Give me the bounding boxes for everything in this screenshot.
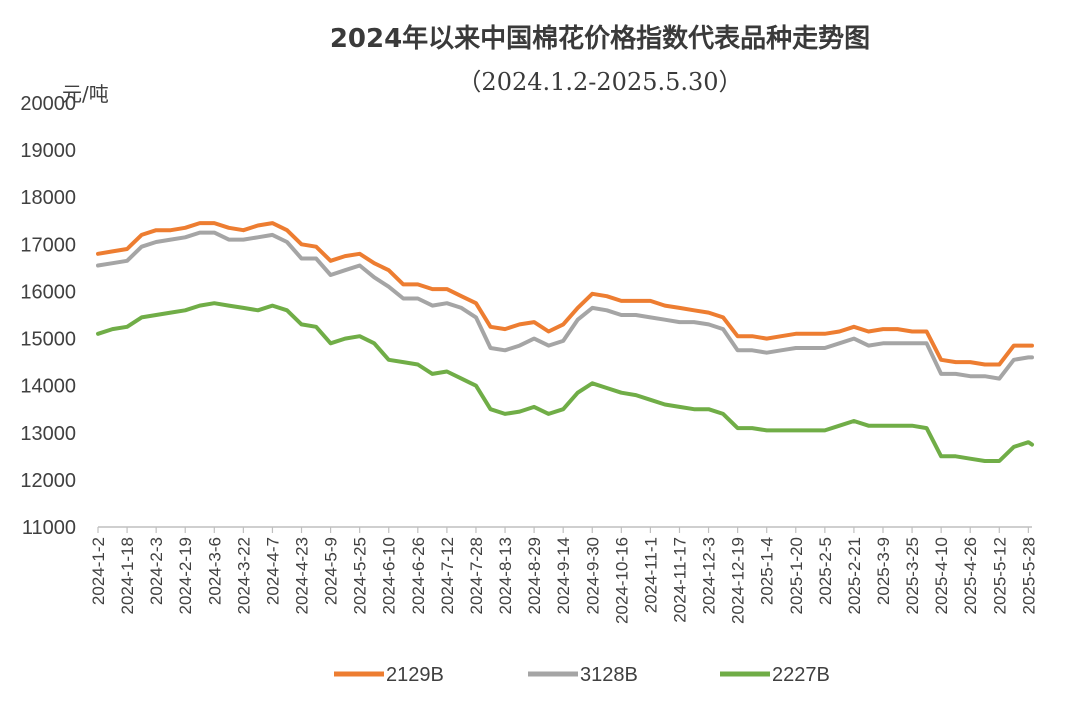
- y-tick-label: 13000: [20, 423, 76, 445]
- x-tick-label: 2024-4-23: [293, 537, 312, 615]
- x-tick-label: 2024-12-3: [700, 537, 719, 615]
- x-tick-label: 2024-1-18: [118, 537, 137, 615]
- y-tick-label: 17000: [20, 234, 76, 256]
- legend-label-2129B: 2129B: [386, 664, 444, 686]
- x-tick-label: 2025-3-9: [874, 537, 893, 605]
- legend-label-3128B: 3128B: [580, 664, 638, 686]
- x-tick-label: 2024-7-12: [438, 537, 457, 615]
- chart-subtitle: （2024.1.2-2025.5.30）: [457, 68, 743, 96]
- series-line-3128B: [96, 230, 1034, 381]
- series-line-2129B: [96, 221, 1034, 367]
- x-tick-label: 2024-9-14: [554, 537, 573, 615]
- x-tick-label: 2025-5-28: [1019, 537, 1038, 615]
- y-tick-label: 20000: [20, 93, 76, 115]
- x-tick-label: 2024-11-17: [670, 537, 689, 623]
- x-tick-label: 2024-8-13: [496, 537, 515, 615]
- y-tick-label: 14000: [20, 376, 76, 398]
- y-tick-label: 16000: [20, 281, 76, 303]
- x-tick-label: 2024-9-30: [583, 537, 602, 615]
- y-tick-label: 19000: [20, 140, 76, 162]
- y-tick-label: 18000: [20, 187, 76, 209]
- x-tick-label: 2024-5-25: [351, 537, 370, 615]
- x-tick-label: 2025-2-21: [845, 537, 864, 615]
- x-tick-label: 2024-12-19: [729, 537, 748, 624]
- x-tick-label: 2024-3-6: [205, 537, 224, 605]
- x-tick-label: 2024-10-16: [612, 537, 631, 624]
- x-tick-label: 2024-8-29: [525, 537, 544, 615]
- x-tick-label: 2024-2-3: [147, 537, 166, 605]
- x-tick-label: 2024-11-1: [641, 537, 660, 613]
- y-tick-label: 12000: [20, 470, 76, 492]
- x-tick-label: 2025-3-25: [903, 537, 922, 615]
- x-tick-label: 2025-4-26: [961, 537, 980, 615]
- x-tick-label: 2025-1-20: [787, 537, 806, 615]
- x-tick-label: 2025-2-5: [816, 537, 835, 605]
- x-tick-label: 2024-6-10: [380, 537, 399, 615]
- y-tick-label: 11000: [22, 517, 76, 539]
- x-tick-label: 2024-5-9: [322, 537, 341, 605]
- x-tick-label: 2024-2-19: [176, 537, 195, 615]
- chart-title: 2024年以来中国棉花价格指数代表品种走势图: [329, 24, 871, 54]
- x-tick-label: 2024-3-22: [234, 537, 253, 615]
- x-tick-label: 2024-1-2: [89, 537, 108, 605]
- x-tick-label: 2025-4-10: [932, 537, 951, 615]
- y-axis-label: 元/吨: [62, 82, 109, 106]
- x-tick-label: 2024-4-7: [263, 537, 282, 605]
- legend-label-2227B: 2227B: [772, 664, 830, 686]
- series-line-2227B: [96, 301, 1034, 463]
- x-tick-label: 2025-1-4: [758, 537, 777, 605]
- y-tick-label: 15000: [20, 329, 76, 351]
- x-tick-label: 2024-7-28: [467, 537, 486, 615]
- x-tick-label: 2025-5-12: [990, 537, 1009, 615]
- x-tick-label: 2024-6-26: [409, 537, 428, 615]
